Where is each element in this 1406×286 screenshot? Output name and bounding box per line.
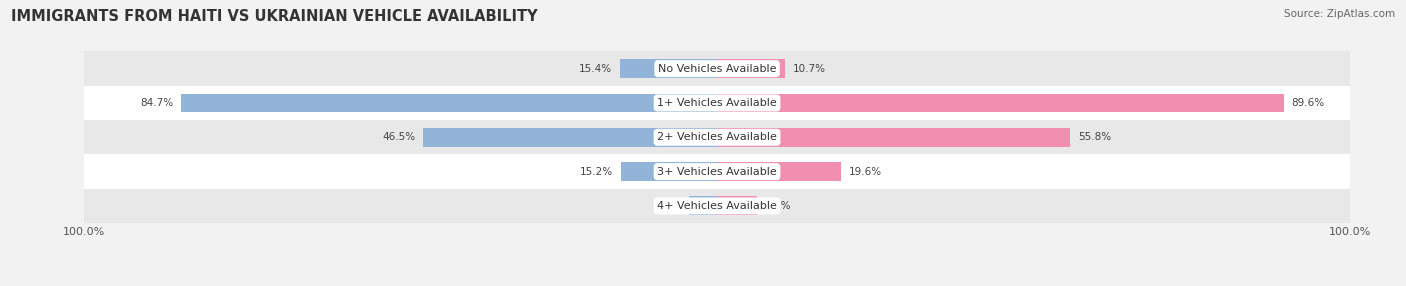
Bar [423, 128, 717, 147]
Bar [717, 94, 1284, 112]
Text: 10.7%: 10.7% [793, 64, 825, 74]
Bar [84, 189, 1350, 223]
Text: 84.7%: 84.7% [141, 98, 173, 108]
Bar [717, 128, 1070, 147]
Bar [84, 120, 1350, 154]
Text: 55.8%: 55.8% [1078, 132, 1111, 142]
Text: 4.5%: 4.5% [655, 201, 681, 211]
Text: 15.2%: 15.2% [581, 167, 613, 176]
Text: 4+ Vehicles Available: 4+ Vehicles Available [657, 201, 778, 211]
Text: IMMIGRANTS FROM HAITI VS UKRAINIAN VEHICLE AVAILABILITY: IMMIGRANTS FROM HAITI VS UKRAINIAN VEHIC… [11, 9, 538, 23]
Text: 3+ Vehicles Available: 3+ Vehicles Available [657, 167, 778, 176]
Text: 6.3%: 6.3% [765, 201, 792, 211]
Bar [717, 162, 841, 181]
Bar [689, 196, 717, 215]
Bar [620, 59, 717, 78]
Bar [717, 196, 756, 215]
Text: Source: ZipAtlas.com: Source: ZipAtlas.com [1284, 9, 1395, 19]
Text: 15.4%: 15.4% [579, 64, 612, 74]
Bar [84, 51, 1350, 86]
Bar [181, 94, 717, 112]
Text: 46.5%: 46.5% [382, 132, 415, 142]
Text: No Vehicles Available: No Vehicles Available [658, 64, 776, 74]
Bar [84, 86, 1350, 120]
Text: 1+ Vehicles Available: 1+ Vehicles Available [657, 98, 778, 108]
Bar [621, 162, 717, 181]
Text: 89.6%: 89.6% [1292, 98, 1324, 108]
Text: 2+ Vehicles Available: 2+ Vehicles Available [657, 132, 778, 142]
Bar [84, 154, 1350, 189]
Text: 19.6%: 19.6% [849, 167, 882, 176]
Bar [717, 59, 785, 78]
